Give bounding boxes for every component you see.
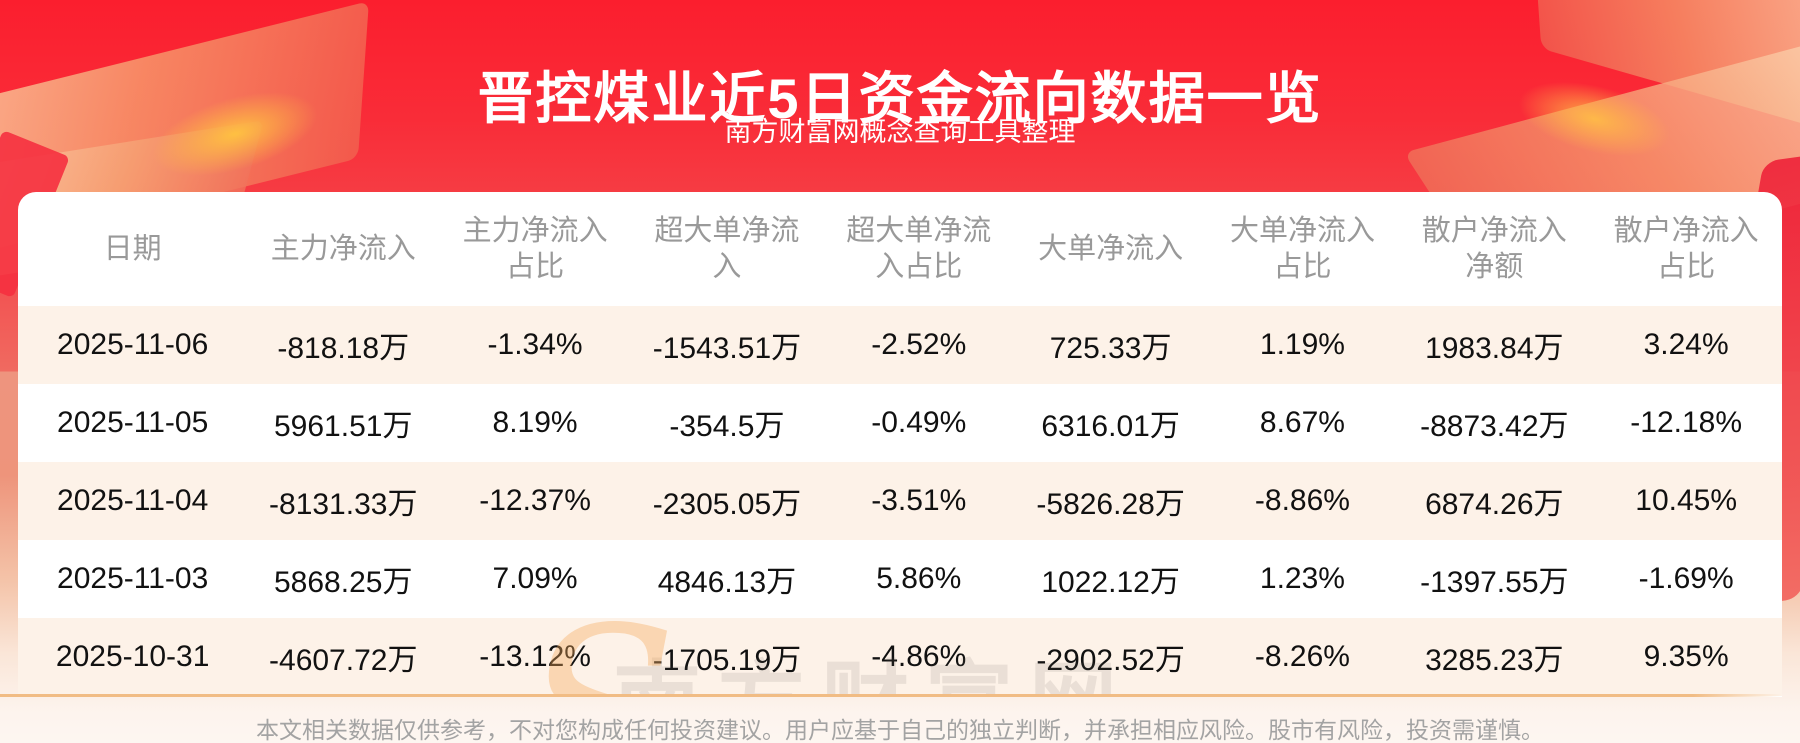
column-header-label: 大单净流入 xyxy=(1038,232,1184,265)
table-cell: -2902.52万 xyxy=(1036,644,1185,677)
column-header: 大单净流入 xyxy=(1015,231,1207,267)
column-header-label: 主力净流入占比 xyxy=(462,214,608,283)
column-header-label: 超大单净流入 xyxy=(654,214,800,283)
table-cell: 5961.51万 xyxy=(274,410,413,443)
column-header-label: 散户净流入净额 xyxy=(1421,214,1567,283)
table-cell: 2025-11-05 xyxy=(57,406,209,439)
table-cell: 6874.26万 xyxy=(1425,488,1564,521)
table-cell: 725.33万 xyxy=(1049,332,1172,365)
disclaimer-text: 本文相关数据仅供参考，不对您构成任何投资建议。用户应基于自己的独立判断，并承担相… xyxy=(256,717,1544,743)
table-cell: 1.23% xyxy=(1259,562,1345,595)
table-body: 2025-11-06 -818.18万 -1.34% -1543.51万 -2.52% 7… xyxy=(18,306,1782,696)
table-cell: -1.34% xyxy=(487,328,583,361)
table-cell: 7.09% xyxy=(492,562,578,595)
table-cell: -13.12% xyxy=(479,640,591,673)
table-cell: 1.19% xyxy=(1259,328,1345,361)
table-cell: -818.18万 xyxy=(277,332,410,365)
table-cell: -8.86% xyxy=(1254,484,1350,517)
table-cell: 8.19% xyxy=(492,406,578,439)
table-cell: 2025-11-04 xyxy=(57,484,209,517)
table-cell: -12.37% xyxy=(479,484,591,517)
table-cell: -12.18% xyxy=(1630,406,1743,439)
table-cell: -1705.19万 xyxy=(652,644,802,677)
table-row: 2025-11-05 5961.51万 8.19% -354.5万 -0.49% 6316… xyxy=(18,384,1782,462)
page-subtitle: 南方财富网概念查询工具整理 xyxy=(724,117,1076,147)
table-cell: -8.26% xyxy=(1254,640,1350,673)
column-header: 主力净流入占比 xyxy=(439,213,631,286)
table-cell: 1022.12万 xyxy=(1041,566,1180,599)
column-header-label: 日期 xyxy=(103,232,162,265)
table-cell: 3285.23万 xyxy=(1425,644,1564,677)
table-cell: 10.45% xyxy=(1635,484,1738,517)
table-cell: -354.5万 xyxy=(669,410,785,443)
column-header: 超大单净流入 xyxy=(631,213,823,286)
table-cell: -2.52% xyxy=(871,328,967,361)
table-cell: 2025-11-03 xyxy=(57,562,209,595)
table-row: 2025-11-06 -818.18万 -1.34% -1543.51万 -2.52% 7… xyxy=(18,306,1782,384)
table-cell: -8131.33万 xyxy=(269,488,418,521)
table-cell: 8.67% xyxy=(1259,406,1345,439)
table-cell: -1397.55万 xyxy=(1420,566,1569,599)
table-row: 2025-11-04 -8131.33万 -12.37% -2305.05万 -3.51… xyxy=(18,462,1782,540)
column-header: 超大单净流入占比 xyxy=(823,213,1015,286)
column-header-label: 超大单净流入占比 xyxy=(846,214,992,283)
table-cell: 3.24% xyxy=(1643,328,1729,361)
column-header: 散户净流入净额 xyxy=(1398,213,1590,286)
table-cell: -2305.05万 xyxy=(652,488,802,521)
table-cell: 2025-11-06 xyxy=(57,328,209,361)
table-cell: 4846.13万 xyxy=(657,566,797,599)
table-cell: -1.69% xyxy=(1638,562,1734,595)
table-cell: 5.86% xyxy=(876,562,962,595)
column-header-label: 大单净流入占比 xyxy=(1229,214,1375,283)
page-title: 晋控煤业近5日资金流向数据一览 xyxy=(477,66,1323,130)
table-cell: -1543.51万 xyxy=(652,332,802,365)
column-header: 主力净流入 xyxy=(247,231,439,267)
table-cell: 2025-10-31 xyxy=(55,640,210,673)
fund-flow-table-card: 南方财富网 S outhmoney.com 日期主力净流入主力净流入占比超大单净… xyxy=(18,192,1782,697)
column-header: 大单净流入占比 xyxy=(1207,213,1399,286)
table-cell: -3.51% xyxy=(871,484,967,517)
table-cell: -4.86% xyxy=(871,640,967,673)
table-cell: 9.35% xyxy=(1643,640,1729,673)
column-header: 散户净流入占比 xyxy=(1590,213,1782,286)
table-row: 2025-10-31 -4607.72万 -13.12% -1705.19万 -4.86… xyxy=(18,618,1782,696)
table-header-row: 日期 主力净流入 主力净流入占比 超大单净流入 超大单净流入占比 大单净流入 大单净流入占比… xyxy=(18,192,1782,306)
table-cell: 1983.84万 xyxy=(1425,332,1564,365)
table-row: 2025-11-03 5868.25万 7.09% 4846.13万 5.86% 1022… xyxy=(18,540,1782,618)
column-header: 日期 xyxy=(18,231,247,267)
table-cell: -4607.72万 xyxy=(269,644,418,677)
table-cell: -0.49% xyxy=(871,406,967,439)
column-header-label: 散户净流入占比 xyxy=(1613,214,1759,283)
table-cell: -8873.42万 xyxy=(1420,410,1569,443)
card-bottom-border xyxy=(0,694,1782,697)
table-cell: 6316.01万 xyxy=(1041,410,1180,443)
column-header-label: 主力净流入 xyxy=(270,232,416,265)
table-cell: -5826.28万 xyxy=(1036,488,1185,521)
table-cell: 5868.25万 xyxy=(274,566,413,599)
